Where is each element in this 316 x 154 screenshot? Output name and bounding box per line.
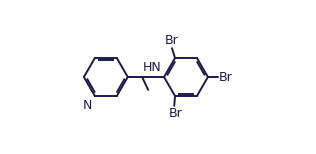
Text: Br: Br <box>218 71 232 83</box>
Text: Br: Br <box>169 107 183 120</box>
Text: N: N <box>82 99 92 112</box>
Text: HN: HN <box>143 61 162 74</box>
Text: Br: Br <box>164 34 178 47</box>
